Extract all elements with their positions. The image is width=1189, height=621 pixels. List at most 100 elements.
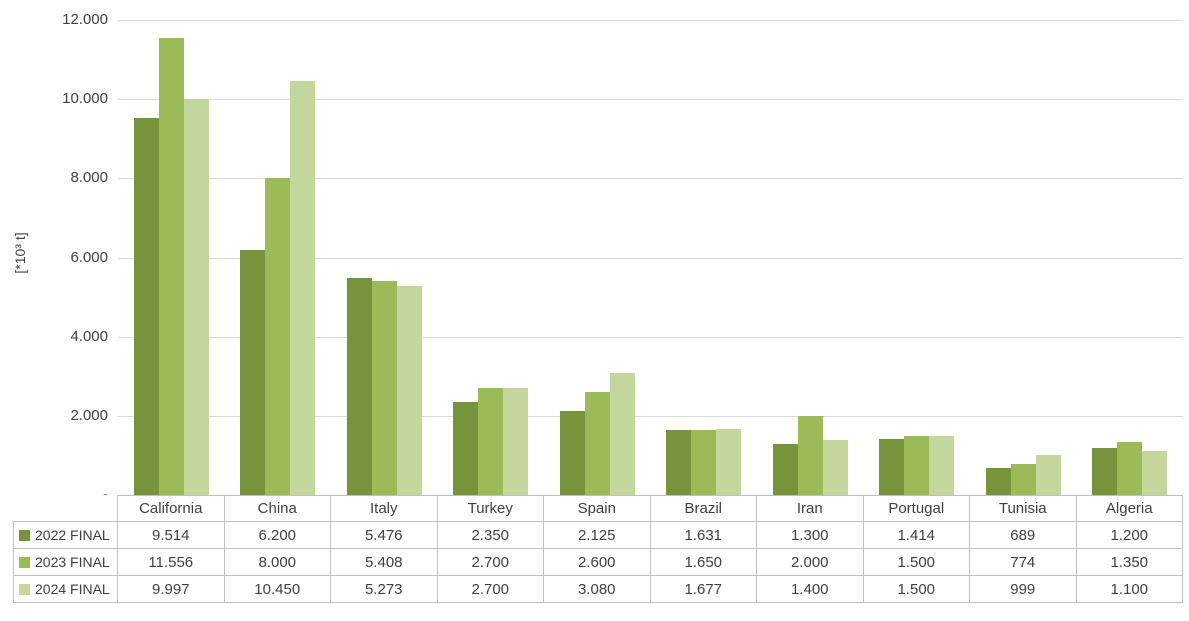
bar-group-california	[118, 37, 225, 495]
data-table: California China Italy Turkey Spain Brazil Ira…	[13, 495, 1183, 603]
y-tick-label: 8.000	[70, 169, 108, 187]
category-header-china: China	[224, 495, 331, 522]
table-value: 9.997	[118, 576, 225, 603]
bar-2023-tunisia	[1010, 464, 1036, 495]
table-value: 1.400	[757, 576, 864, 603]
table-value: 2.000	[757, 549, 864, 576]
table-value: 1.677	[650, 576, 757, 603]
table-value: 774	[970, 549, 1077, 576]
y-tick-label: 12.000	[62, 11, 108, 28]
table-value: 1.500	[863, 549, 970, 576]
bar-2024-italy	[396, 286, 422, 495]
bar-2024-china	[290, 81, 316, 495]
table-value: 1.300	[757, 522, 864, 549]
bar-2023-iran	[797, 415, 823, 495]
table-value: 6.200	[224, 522, 331, 549]
category-header-portugal: Portugal	[863, 495, 970, 522]
y-axis-labels: 12.000 10.000 8.000 6.000 4.000 2.000 -	[0, 0, 108, 621]
bar-2023-turkey	[478, 388, 504, 495]
table-value: 5.273	[331, 576, 438, 603]
bar-group-iran	[757, 415, 864, 495]
bar-2023-china	[265, 178, 291, 495]
gridline	[118, 178, 1183, 180]
y-tick-label: 10.000	[62, 90, 108, 108]
table-value: 2.125	[544, 522, 651, 549]
table-value: 1.631	[650, 522, 757, 549]
series-label-cell: 2023 FINAL	[13, 549, 118, 576]
gridline	[118, 99, 1183, 101]
bar-2022-spain	[559, 410, 585, 495]
table-value: 2.700	[437, 576, 544, 603]
bar-2022-brazil	[666, 430, 692, 495]
table-value: 5.476	[331, 522, 438, 549]
table-value: 689	[970, 522, 1077, 549]
bar-2024-portugal	[929, 435, 955, 495]
series-name: 2024 FINAL	[35, 581, 110, 597]
table-value: 2.600	[544, 549, 651, 576]
y-tick-label: 6.000	[70, 248, 108, 266]
bar-2024-spain	[609, 373, 635, 495]
bar-2024-iran	[822, 439, 848, 495]
table-value: 10.450	[224, 576, 331, 603]
gridline	[118, 415, 1183, 417]
bar-2024-turkey	[503, 388, 529, 495]
table-value: 3.080	[544, 576, 651, 603]
legend-swatch	[19, 529, 30, 541]
bar-2023-california	[158, 37, 184, 495]
bar-2022-california	[133, 118, 159, 495]
series-label-cell: 2024 FINAL	[13, 576, 118, 603]
bar-2023-italy	[371, 280, 397, 495]
gridline	[118, 336, 1183, 338]
table-value: 11.556	[118, 549, 225, 576]
bar-group-brazil	[651, 428, 758, 495]
y-tick-label: 2.000	[70, 406, 108, 424]
bar-2023-brazil	[691, 429, 717, 495]
bar-2022-china	[240, 249, 266, 495]
table-value: 1.100	[1076, 576, 1183, 603]
category-header-spain: Spain	[544, 495, 651, 522]
legend-swatch	[19, 556, 30, 568]
bar-group-algeria	[1077, 441, 1184, 495]
bar-group-tunisia	[970, 455, 1077, 495]
bar-2023-spain	[584, 392, 610, 495]
bar-2022-turkey	[453, 401, 479, 495]
bar-2024-algeria	[1142, 451, 1168, 495]
category-header-turkey: Turkey	[437, 495, 544, 522]
bar-group-spain	[544, 373, 651, 495]
bar-2022-portugal	[879, 439, 905, 495]
bar-2022-tunisia	[985, 467, 1011, 495]
table-value: 2.350	[437, 522, 544, 549]
table-value: 1.500	[863, 576, 970, 603]
bar-group-italy	[331, 278, 438, 495]
category-header-brazil: Brazil	[650, 495, 757, 522]
gridline	[118, 257, 1183, 259]
bar-2022-iran	[772, 443, 798, 495]
y-tick-label: -	[103, 486, 108, 503]
table-value: 1.350	[1076, 549, 1183, 576]
table-value: 999	[970, 576, 1077, 603]
bar-group-china	[225, 81, 332, 495]
plot-area	[118, 20, 1183, 495]
bar-2024-brazil	[716, 428, 742, 495]
bar-2024-california	[183, 99, 209, 495]
bar-2022-italy	[346, 278, 372, 495]
category-header-tunisia: Tunisia	[970, 495, 1077, 522]
table-value: 8.000	[224, 549, 331, 576]
bar-2023-algeria	[1117, 441, 1143, 495]
bar-group-turkey	[438, 388, 545, 495]
table-corner-cell	[13, 495, 118, 522]
category-header-california: California	[118, 495, 225, 522]
legend-swatch	[19, 583, 30, 595]
series-label-cell: 2022 FINAL	[13, 522, 118, 549]
series-name: 2023 FINAL	[35, 554, 110, 570]
series-name: 2022 FINAL	[35, 527, 110, 543]
table-value: 1.414	[863, 522, 970, 549]
table-value: 2.700	[437, 549, 544, 576]
category-header-algeria: Algeria	[1076, 495, 1183, 522]
table-value: 1.200	[1076, 522, 1183, 549]
bar-2023-portugal	[904, 435, 930, 495]
category-header-italy: Italy	[331, 495, 438, 522]
table-value: 9.514	[118, 522, 225, 549]
gridline	[118, 20, 1183, 21]
